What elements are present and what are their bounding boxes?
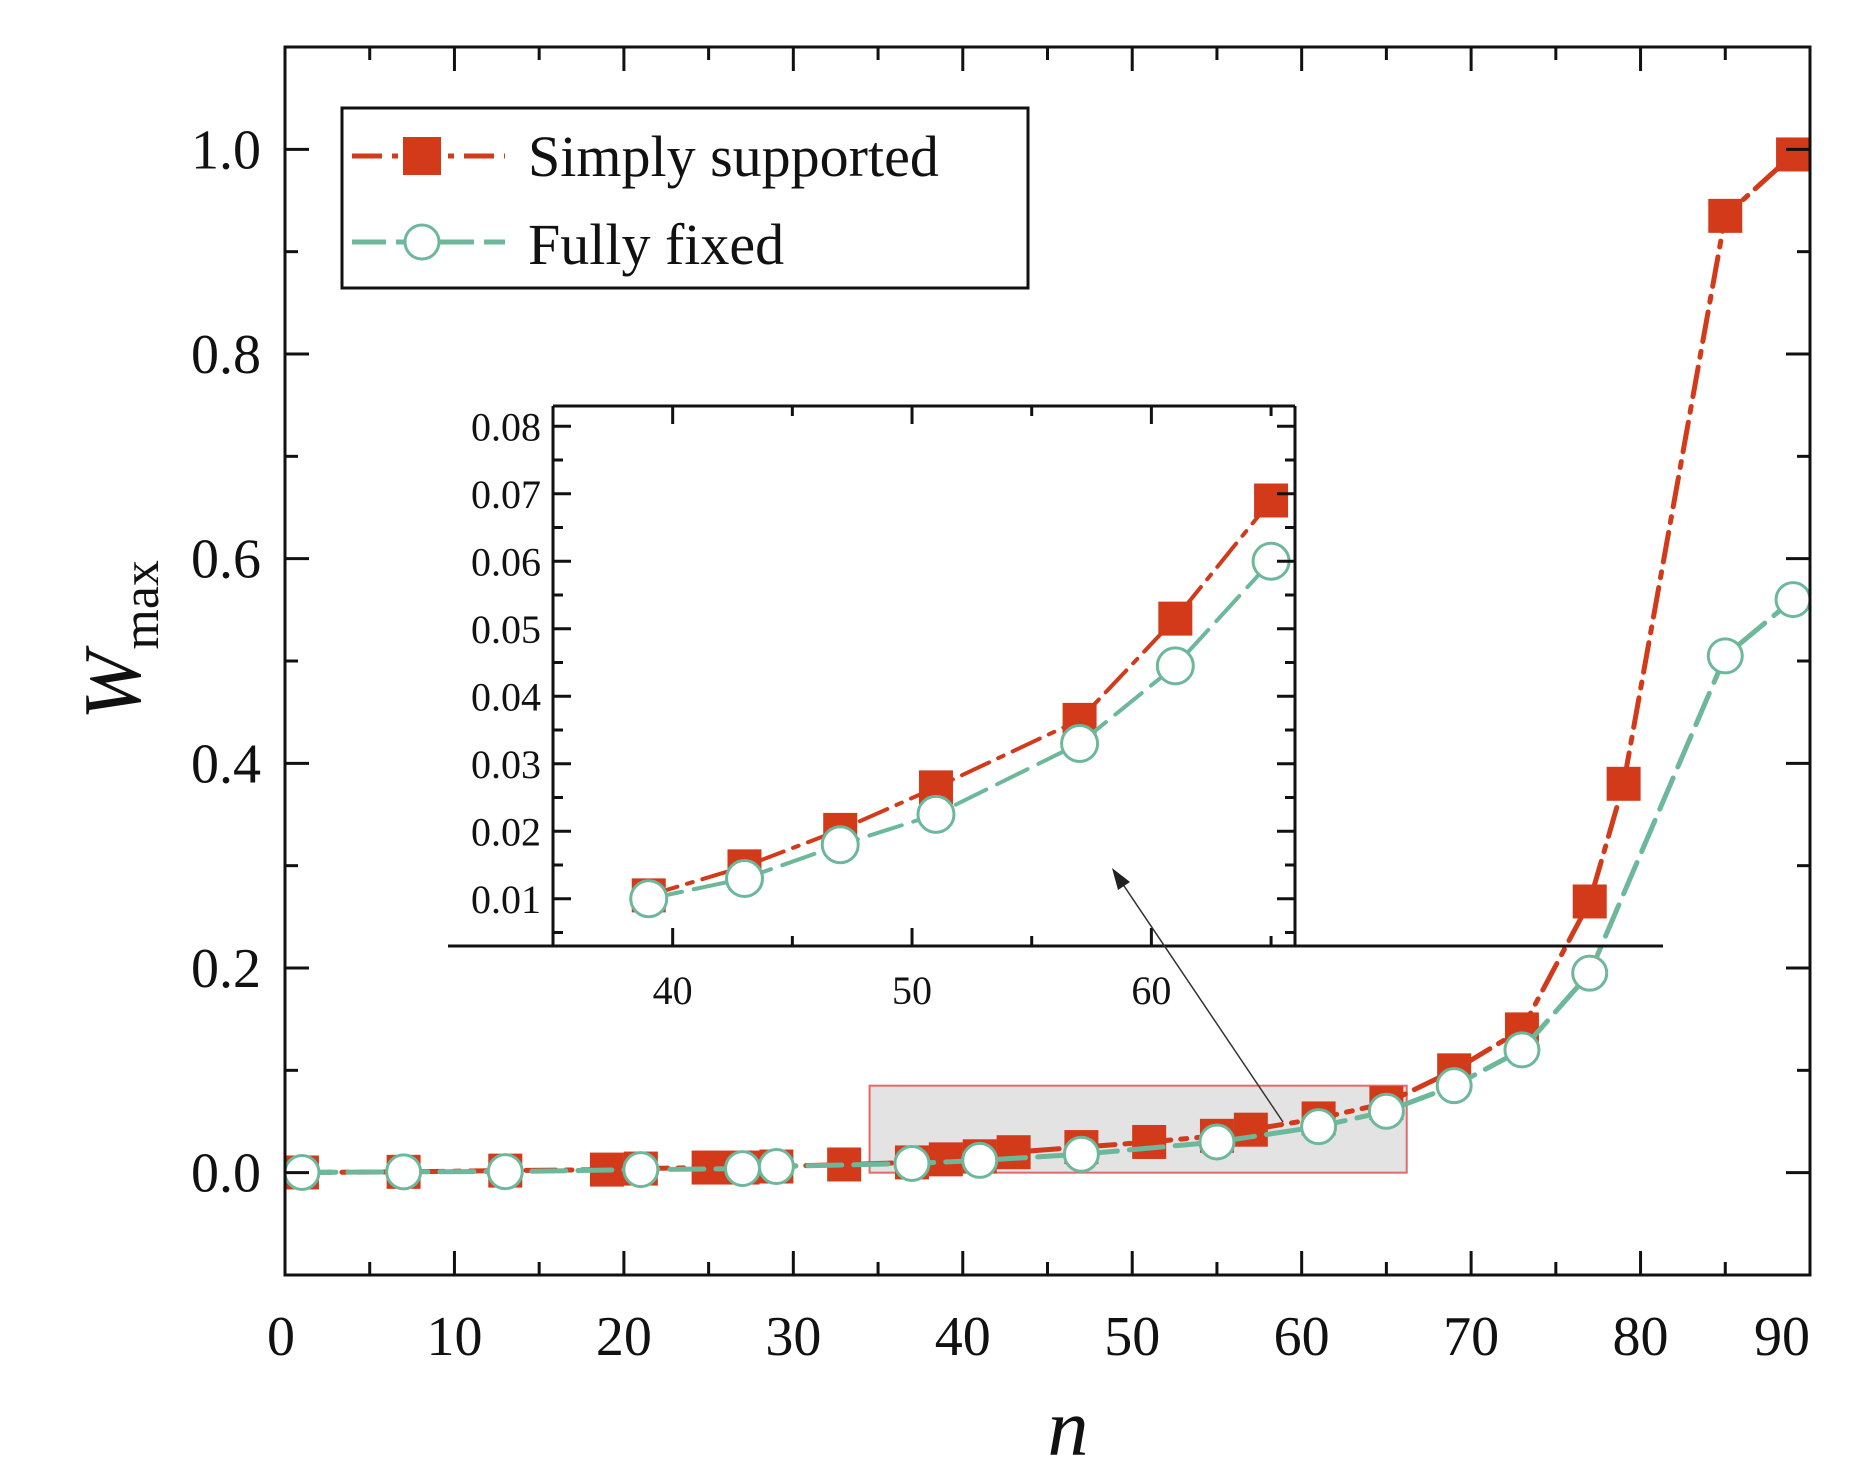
main-point-fully-fixed bbox=[961, 1141, 999, 1179]
y-axis-title: Wmax bbox=[67, 560, 170, 720]
inset-x-tick-label: 60 bbox=[1131, 968, 1171, 1013]
main-point-simply-supported bbox=[996, 1135, 1031, 1170]
main-point-simply-supported bbox=[1572, 884, 1607, 919]
inset-plot-frame bbox=[448, 404, 1663, 948]
inset-point-fully-fixed bbox=[1060, 724, 1100, 763]
x-axis-title: n bbox=[1048, 1382, 1089, 1473]
main-plot-series bbox=[283, 137, 1812, 1191]
main-point-simply-supported bbox=[1776, 137, 1811, 172]
main-point-fully-fixed bbox=[1774, 581, 1812, 619]
main-y-tick-label: 0.2 bbox=[191, 938, 261, 1000]
inset-plot-series bbox=[629, 483, 1291, 919]
main-point-simply-supported bbox=[1606, 766, 1641, 801]
main-y-tick-label: 0.4 bbox=[191, 733, 261, 795]
main-axis-ticks: 0 10 20 30 40 50 60 70 80 90 0.0 0.2 0.4 0.6 0.8 1.0 bbox=[191, 45, 1812, 1368]
main-x-tick-label: 70 bbox=[1443, 1306, 1499, 1368]
zoom-arrow bbox=[1119, 879, 1284, 1123]
main-point-fully-fixed bbox=[724, 1150, 761, 1188]
main-point-simply-supported bbox=[1233, 1112, 1268, 1147]
main-point-fully-fixed bbox=[1503, 1031, 1541, 1069]
inset-y-tick-label: 0.01 bbox=[471, 877, 541, 922]
main-point-fully-fixed bbox=[757, 1148, 795, 1186]
inset-y-tick-label: 0.03 bbox=[471, 742, 541, 787]
main-x-tick-label: 80 bbox=[1613, 1306, 1669, 1368]
main-x-tick-label: 50 bbox=[1104, 1306, 1160, 1368]
inset-point-fully-fixed bbox=[1155, 646, 1195, 686]
inset-y-tick-label: 0.08 bbox=[471, 404, 541, 449]
inset-point-simply-supported bbox=[1254, 483, 1289, 518]
legend-marker-simply-supported bbox=[403, 137, 441, 175]
y-axis-title-subscript: max bbox=[113, 560, 170, 650]
inset-point-fully-fixed bbox=[724, 859, 764, 898]
inset-y-tick-label: 0.07 bbox=[471, 472, 541, 517]
inset-point-fully-fixed bbox=[916, 794, 956, 834]
main-point-fully-fixed bbox=[1706, 637, 1744, 675]
zoom-arrow-head bbox=[1112, 868, 1130, 890]
legend-label-simply-supported: Simply supported bbox=[528, 124, 939, 189]
main-point-fully-fixed bbox=[1367, 1092, 1405, 1130]
main-point-simply-supported bbox=[1708, 198, 1743, 233]
main-x-tick-label: 20 bbox=[596, 1306, 652, 1368]
inset-y-tick-label: 0.04 bbox=[471, 674, 541, 719]
main-point-fully-fixed bbox=[486, 1153, 524, 1191]
inset-axis-ticks: 40 50 60 0.01 0.02 0.03 0.04 0.05 0.06 0.07 0.08 bbox=[471, 404, 1295, 1013]
main-point-fully-fixed bbox=[385, 1153, 423, 1191]
main-x-tick-label: 60 bbox=[1274, 1306, 1330, 1368]
main-point-fully-fixed bbox=[622, 1151, 660, 1189]
y-axis-title-main: Wmax bbox=[67, 560, 170, 720]
main-y-tick-label: 0.6 bbox=[191, 529, 261, 591]
main-point-fully-fixed bbox=[1571, 954, 1609, 992]
main-y-tick-label: 0.0 bbox=[191, 1143, 261, 1205]
legend-marker-fully-fixed bbox=[403, 223, 441, 261]
inset-x-tick-label: 40 bbox=[653, 968, 693, 1013]
main-x-tick-label: 40 bbox=[935, 1306, 991, 1368]
main-y-tick-label: 1.0 bbox=[191, 119, 261, 181]
main-point-simply-supported bbox=[1132, 1124, 1167, 1159]
inset-point-simply-supported bbox=[1158, 601, 1193, 636]
inset-y-tick-label: 0.05 bbox=[471, 607, 541, 652]
inset-point-fully-fixed bbox=[629, 879, 669, 919]
legend-entry-simply-supported: Simply supported bbox=[352, 124, 939, 189]
inset-point-fully-fixed bbox=[820, 825, 860, 865]
main-y-tick-label: 0.8 bbox=[191, 324, 261, 386]
legend: Simply supported Fully fixed bbox=[340, 106, 1030, 290]
inset-x-tick-label: 50 bbox=[892, 968, 932, 1013]
legend-label-fully-fixed: Fully fixed bbox=[528, 212, 784, 277]
inset-y-tick-label: 0.06 bbox=[471, 539, 541, 584]
legend-box bbox=[340, 106, 1030, 290]
legend-entry-fully-fixed: Fully fixed bbox=[352, 212, 784, 277]
main-point-fully-fixed bbox=[893, 1144, 931, 1182]
main-x-tick-label: 90 bbox=[1754, 1306, 1810, 1368]
y-axis-title-symbol: W bbox=[67, 645, 158, 720]
main-x-tick-label: 10 bbox=[426, 1306, 482, 1368]
main-x-tick-label: 0 bbox=[267, 1306, 295, 1368]
main-x-tick-label: 30 bbox=[765, 1306, 821, 1368]
main-point-fully-fixed bbox=[1300, 1108, 1338, 1146]
inset-y-tick-label: 0.02 bbox=[471, 809, 541, 854]
main-point-fully-fixed bbox=[1062, 1135, 1100, 1173]
main-point-fully-fixed bbox=[1435, 1067, 1473, 1105]
main-point-fully-fixed bbox=[1198, 1123, 1236, 1161]
